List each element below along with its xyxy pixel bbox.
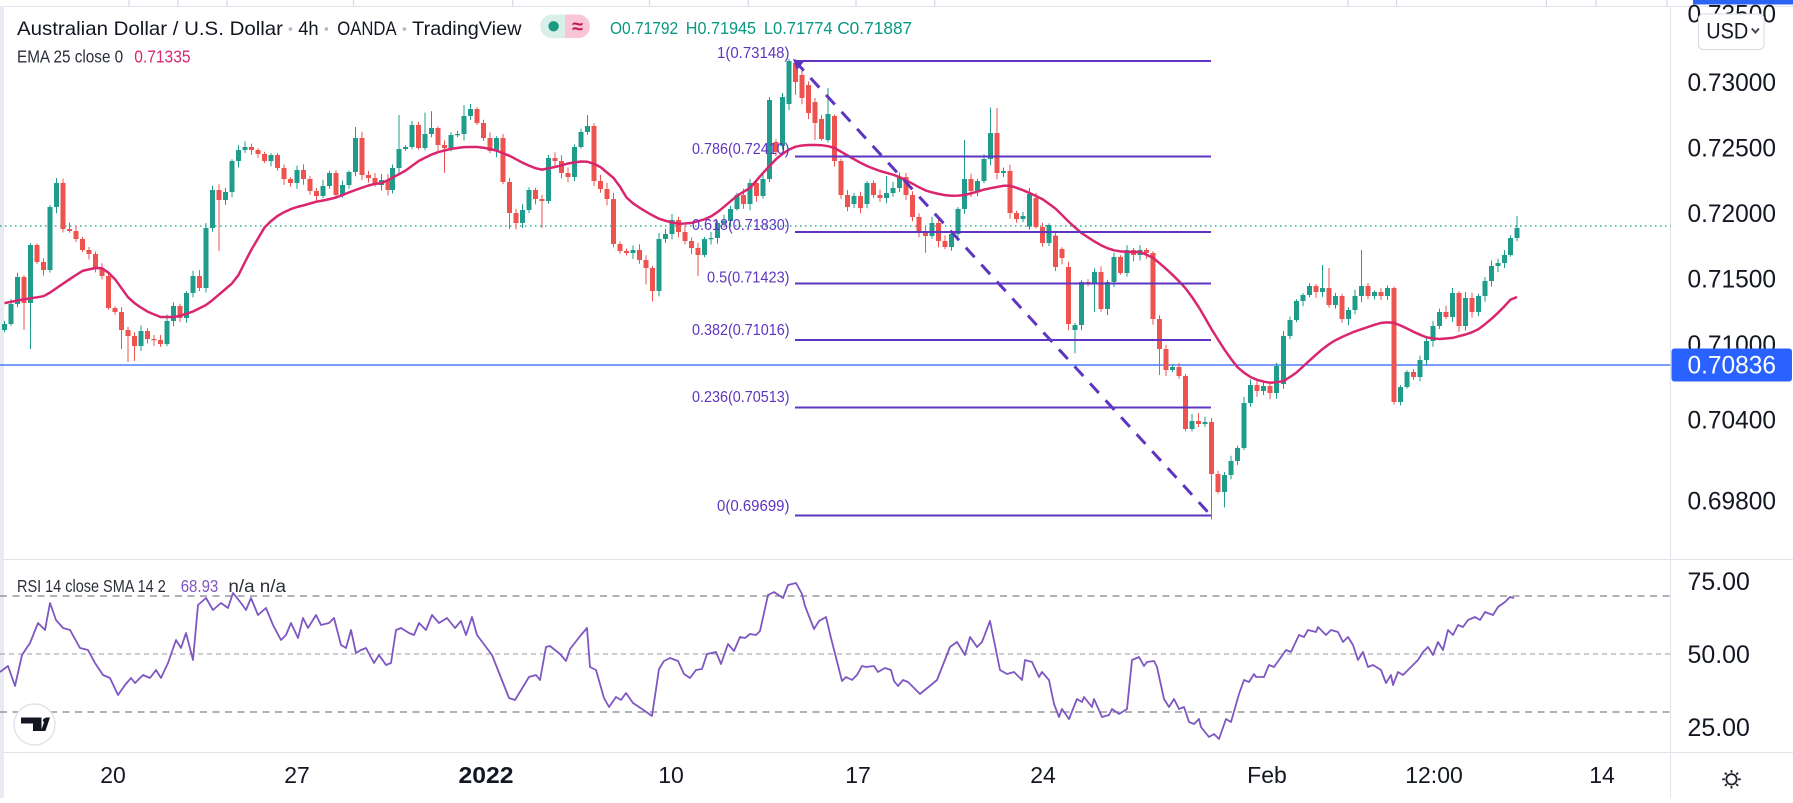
svg-text:10: 10: [658, 762, 684, 788]
svg-text:17: 17: [845, 762, 871, 788]
svg-text:Feb: Feb: [1247, 762, 1287, 788]
svg-text:L0.71774: L0.71774: [764, 18, 833, 38]
svg-text:EMA 25 close 0: EMA 25 close 0: [17, 47, 123, 67]
svg-text:≈: ≈: [572, 16, 583, 38]
svg-text:0(0.69699): 0(0.69699): [717, 498, 790, 515]
svg-text:H0.71945: H0.71945: [686, 18, 756, 38]
svg-text:0.73000: 0.73000: [1688, 69, 1777, 97]
svg-text:0.72000: 0.72000: [1688, 200, 1777, 228]
svg-text:0.69800: 0.69800: [1688, 487, 1777, 515]
svg-text:50.00: 50.00: [1688, 641, 1750, 669]
svg-text:USD: USD: [1706, 19, 1748, 44]
svg-text:0.5(0.71423): 0.5(0.71423): [707, 270, 790, 287]
svg-text:O0.71792: O0.71792: [610, 18, 678, 38]
svg-text:4h: 4h: [298, 18, 318, 40]
svg-text:12:00: 12:00: [1405, 762, 1463, 788]
svg-text:0.786(0.72410): 0.786(0.72410): [692, 141, 790, 158]
svg-text:75.00: 75.00: [1688, 568, 1750, 596]
svg-text:24: 24: [1030, 762, 1056, 788]
svg-text:n/a n/a: n/a n/a: [228, 576, 286, 596]
svg-text:0.72500: 0.72500: [1688, 134, 1777, 162]
svg-text:C0.71887: C0.71887: [837, 18, 912, 38]
svg-text:14: 14: [1589, 762, 1615, 788]
svg-text:2022: 2022: [459, 762, 514, 788]
svg-text:1(0.73148): 1(0.73148): [717, 45, 790, 62]
svg-text:0.71335: 0.71335: [134, 47, 190, 67]
svg-text:0.236(0.70513): 0.236(0.70513): [692, 389, 790, 406]
svg-text:Australian Dollar / U.S. Dolla: Australian Dollar / U.S. Dollar: [17, 18, 284, 40]
svg-text:0.71500: 0.71500: [1688, 265, 1777, 293]
svg-text:0.382(0.71016): 0.382(0.71016): [692, 322, 790, 339]
svg-text:TradingView: TradingView: [412, 18, 522, 40]
svg-text:0.70836: 0.70836: [1688, 352, 1777, 380]
svg-text:RSI 14 close SMA 14 2: RSI 14 close SMA 14 2: [17, 576, 166, 596]
svg-text:0.618(0.71830): 0.618(0.71830): [692, 217, 790, 234]
svg-text:68.93: 68.93: [181, 576, 219, 596]
svg-text:27: 27: [284, 762, 310, 788]
svg-text:OANDA: OANDA: [337, 18, 396, 40]
svg-text:20: 20: [100, 762, 126, 788]
svg-text:0.70400: 0.70400: [1688, 406, 1777, 434]
svg-text:25.00: 25.00: [1688, 714, 1750, 742]
